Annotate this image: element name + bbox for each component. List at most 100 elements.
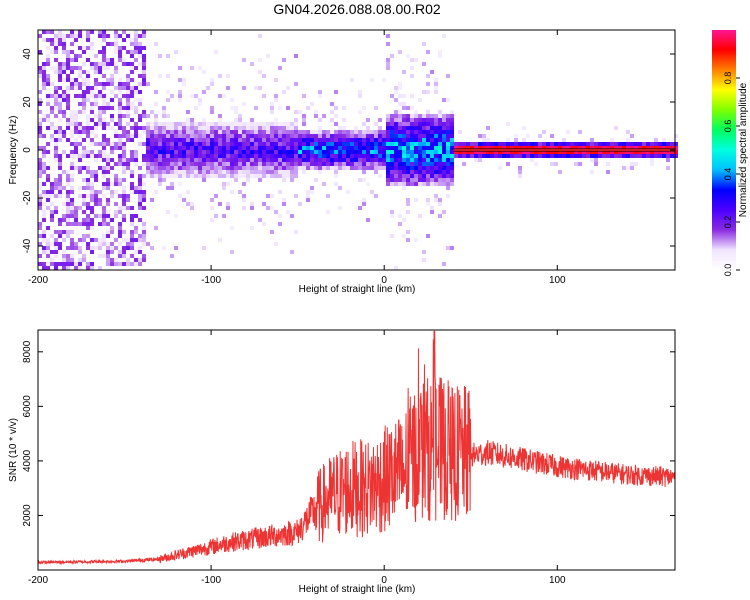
heatmap-cell [394, 154, 398, 158]
heatmap-cell [102, 30, 106, 34]
heatmap-cell [478, 146, 482, 150]
heatmap-cell [414, 146, 418, 150]
heatmap-cell [370, 162, 374, 166]
heatmap-cell [422, 258, 426, 262]
heatmap-cell [98, 114, 102, 118]
heatmap-cell [438, 134, 442, 138]
heatmap-cell [662, 154, 666, 158]
heatmap-cell [586, 150, 590, 154]
heatmap-cell [42, 266, 46, 270]
heatmap-cell [138, 54, 142, 58]
heatmap-cell [78, 86, 82, 90]
heatmap-cell [530, 150, 534, 154]
heatmap-cell [254, 106, 258, 110]
heatmap-cell [78, 30, 82, 34]
heatmap-cell [290, 154, 294, 158]
heatmap-cell [114, 94, 118, 98]
heatmap-cell [202, 158, 206, 162]
heatmap-cell [290, 134, 294, 138]
heatmap-cell [142, 226, 146, 230]
heatmap-cell [534, 150, 538, 154]
heatmap-cell [198, 66, 202, 70]
heatmap-cell [422, 182, 426, 186]
heatmap-cell [378, 174, 382, 178]
heatmap-cell [70, 42, 74, 46]
heatmap-cell [174, 162, 178, 166]
heatmap-cell [138, 250, 142, 254]
heatmap-cell [162, 114, 166, 118]
heatmap-cell [50, 218, 54, 222]
heatmap-cell [234, 150, 238, 154]
heatmap-cell [474, 158, 478, 162]
heatmap-cell [434, 82, 438, 86]
heatmap-cell [414, 142, 418, 146]
heatmap-cell [142, 174, 146, 178]
heatmap-cell [334, 138, 338, 142]
heatmap-cell [122, 162, 126, 166]
heatmap-cell [410, 162, 414, 166]
heatmap-cell [362, 122, 366, 126]
heatmap-cell [414, 130, 418, 134]
heatmap-cell [118, 114, 122, 118]
heatmap-cell [426, 126, 430, 130]
heatmap-cell [170, 94, 174, 98]
heatmap-cell [370, 150, 374, 154]
heatmap-cell [90, 66, 94, 70]
heatmap-cell [346, 166, 350, 170]
heatmap-cell [262, 126, 266, 130]
heatmap-cell [126, 90, 130, 94]
heatmap-cell [446, 118, 450, 122]
heatmap-cell [578, 150, 582, 154]
heatmap-cell [66, 126, 70, 130]
heatmap-cell [110, 250, 114, 254]
heatmap-cell [74, 38, 78, 42]
heatmap-cell [134, 58, 138, 62]
heatmap-cell [138, 246, 142, 250]
heatmap-cell [242, 158, 246, 162]
heatmap-cell [498, 150, 502, 154]
heatmap-cell [182, 166, 186, 170]
heatmap-cell [58, 134, 62, 138]
heatmap-cell [326, 194, 330, 198]
heatmap-cell [362, 170, 366, 174]
heatmap-cell [66, 182, 70, 186]
heatmap-cell [138, 238, 142, 242]
heatmap-cell [366, 118, 370, 122]
heatmap-cell [450, 126, 454, 130]
heatmap-cell [370, 166, 374, 170]
heatmap-cell [674, 146, 678, 150]
heatmap-cell [186, 150, 190, 154]
heatmap-ridge-line [453, 149, 675, 151]
heatmap-cell [406, 138, 410, 142]
heatmap-cell [618, 154, 622, 158]
heatmap-cell [42, 238, 46, 242]
heatmap-cell [54, 50, 58, 54]
heatmap-cell [438, 162, 442, 166]
heatmap-cell [86, 30, 90, 34]
heatmap-cell [374, 158, 378, 162]
heatmap-cell [358, 154, 362, 158]
heatmap-cell [322, 130, 326, 134]
heatmap-cell [270, 170, 274, 174]
heatmap-cell [430, 158, 434, 162]
heatmap-cell [234, 106, 238, 110]
heatmap-cell [634, 150, 638, 154]
heatmap-cell [350, 150, 354, 154]
heatmap-cell [602, 142, 606, 146]
heatmap-cell [118, 82, 122, 86]
heatmap-cell [158, 54, 162, 58]
heatmap-cell [286, 142, 290, 146]
heatmap-cell [50, 134, 54, 138]
heatmap-cell [442, 210, 446, 214]
heatmap-cell [198, 158, 202, 162]
heatmap-cell [566, 130, 570, 134]
heatmap-cell [438, 142, 442, 146]
heatmap-cell [106, 66, 110, 70]
heatmap-cell [402, 114, 406, 118]
heatmap-cell [226, 126, 230, 130]
heatmap-cell [210, 122, 214, 126]
heatmap-cell [210, 198, 214, 202]
heatmap-cell [546, 142, 550, 146]
heatmap-cell [226, 154, 230, 158]
heatmap-cell [130, 174, 134, 178]
